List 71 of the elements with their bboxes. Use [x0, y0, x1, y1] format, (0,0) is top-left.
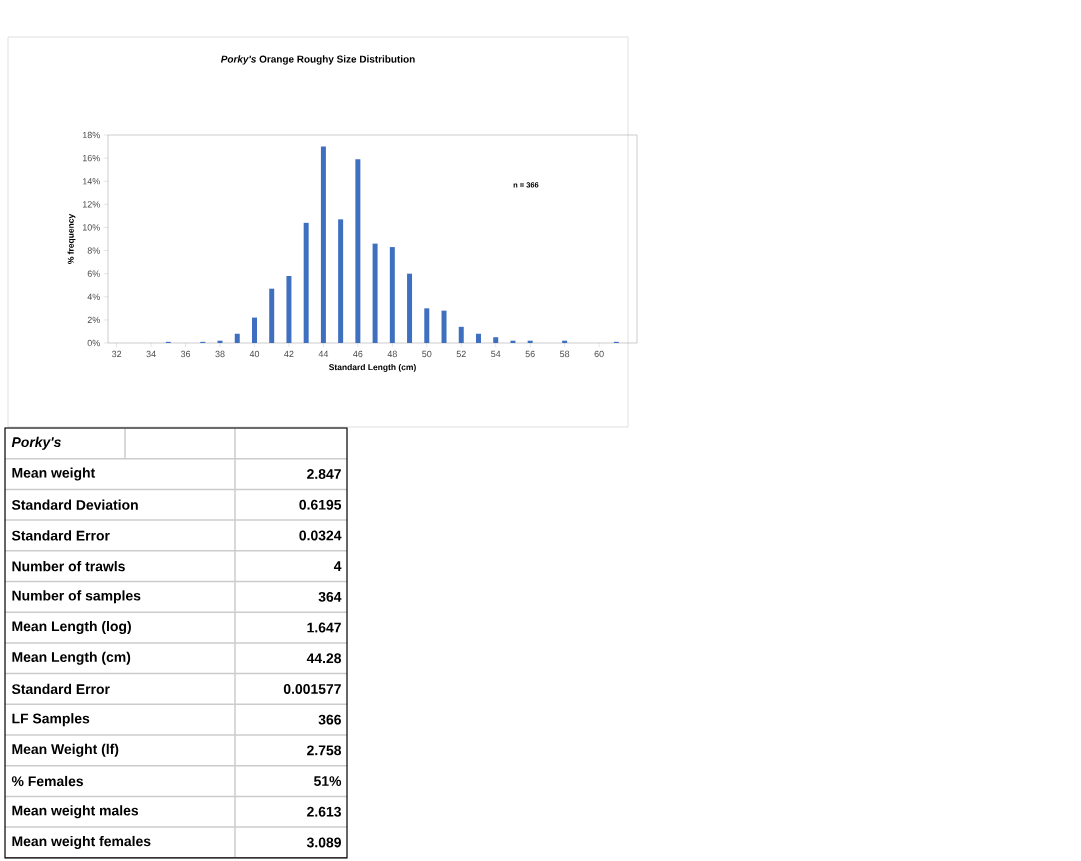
- bar: [475, 333, 481, 343]
- y-tick-label: 12%: [82, 201, 100, 208]
- x-tick-label: 60: [594, 350, 604, 358]
- text: 2.758: [307, 745, 342, 756]
- bar: [458, 326, 464, 343]
- bar: [372, 243, 378, 343]
- text: Standard Deviation: [11, 499, 138, 510]
- y-tick-label: 2%: [87, 316, 100, 324]
- text: 4: [333, 561, 342, 571]
- text: Mean weight males: [12, 805, 139, 819]
- text: Number of samples: [12, 590, 141, 604]
- x-tick-label: 36: [180, 350, 191, 358]
- bar: [389, 247, 395, 343]
- x-tick-label: 40: [249, 350, 260, 358]
- x-tick-label: 50: [422, 350, 432, 358]
- bar: [407, 273, 413, 343]
- x-tick-label: 52: [456, 350, 466, 358]
- bar: [251, 317, 257, 343]
- text: 366: [318, 714, 341, 725]
- x-tick-label: 48: [387, 350, 397, 358]
- text: 51%: [313, 776, 342, 786]
- text: Mean Weight (lf): [12, 743, 119, 757]
- bar: [234, 333, 240, 343]
- y-axis-title: % frequency: [67, 213, 76, 264]
- y-tick-label: 14%: [82, 178, 100, 185]
- text: 3.089: [306, 837, 341, 848]
- y-tick-label: 4%: [87, 293, 100, 300]
- y-tick-label: 8%: [87, 247, 100, 254]
- bar: [424, 308, 430, 343]
- x-tick-label: 32: [111, 350, 122, 358]
- chart-title: Porky's Orange Roughy Size Distribution: [220, 55, 415, 65]
- bar: [286, 275, 292, 343]
- text: Porky's: [11, 436, 61, 450]
- text: Mean Length (cm): [12, 651, 131, 665]
- text: % Females: [11, 775, 84, 787]
- bar: [269, 288, 275, 343]
- text: Mean Length (log): [12, 621, 131, 635]
- bar: [355, 159, 361, 343]
- bar: [320, 146, 326, 343]
- y-tick-label: 18%: [82, 131, 100, 139]
- bar: [493, 337, 499, 343]
- bar: [441, 310, 447, 343]
- x-axis-title: Standard Length (cm): [329, 363, 416, 372]
- bar: [338, 219, 344, 343]
- text: 0.0324: [299, 530, 342, 541]
- text: 44.28: [306, 653, 342, 664]
- x-tick-label: 58: [560, 350, 570, 358]
- text: Standard Error: [11, 683, 110, 695]
- x-tick-label: 34: [146, 350, 156, 358]
- x-tick-label: 42: [284, 350, 294, 358]
- x-tick-label: 38: [215, 350, 225, 358]
- text: 0.6195: [299, 499, 342, 510]
- text: Standard Error: [11, 530, 110, 541]
- text: LF Samples: [12, 713, 90, 727]
- text: 364: [318, 591, 342, 602]
- text: Mean weight: [12, 467, 96, 481]
- x-tick-label: 46: [353, 350, 363, 358]
- x-tick-label: 44: [318, 350, 329, 357]
- text: 0.001577: [283, 684, 341, 694]
- text: 2.613: [307, 806, 341, 817]
- text: Mean weight females: [12, 835, 151, 849]
- text: Number of trawls: [12, 561, 125, 572]
- y-tick-label: 0%: [87, 339, 100, 347]
- y-tick-label: 10%: [82, 224, 100, 231]
- x-tick-label: 56: [525, 350, 535, 358]
- x-tick-label: 54: [491, 350, 501, 358]
- bar: [303, 222, 309, 343]
- text: 2.847: [307, 469, 341, 479]
- text: 1.647: [307, 622, 341, 633]
- y-tick-label: 6%: [87, 270, 100, 277]
- y-tick-label: 16%: [82, 154, 100, 162]
